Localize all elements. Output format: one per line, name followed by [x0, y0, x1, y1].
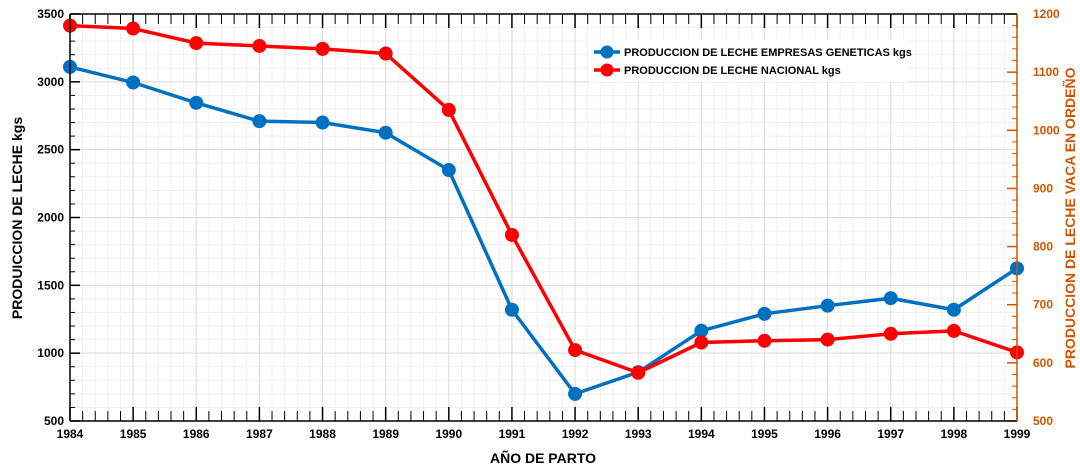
- data-point: [631, 365, 646, 380]
- left-y-axis-title: PRODUICCION DE LECHE kgs: [9, 117, 25, 319]
- data-point: [883, 326, 898, 341]
- x-tick-label: 1985: [120, 427, 147, 441]
- data-point: [568, 343, 583, 358]
- data-point: [189, 95, 204, 110]
- y-tick-label: 2500: [37, 143, 64, 157]
- legend-label: PRODUCCION DE LECHE EMPRESAS GENETICAS k…: [624, 47, 912, 59]
- data-point: [189, 36, 204, 51]
- series-2: [63, 18, 1024, 380]
- legend-marker: [600, 63, 614, 77]
- x-tick-label: 1994: [688, 427, 715, 441]
- y-right-tick-label: 600: [1033, 356, 1053, 370]
- y-tick-label: 1000: [37, 346, 64, 360]
- y-tick-label: 1500: [37, 278, 64, 292]
- right-y-axis-title: PRODUCCION DE LECHE VACA EN ORDEÑO: [1061, 67, 1078, 368]
- data-point: [946, 302, 961, 317]
- y-tick-label: 3500: [37, 7, 64, 21]
- y-right-tick-label: 1000: [1033, 123, 1060, 137]
- legend-marker: [600, 45, 614, 59]
- x-tick-label: 1996: [814, 427, 841, 441]
- data-point: [378, 125, 393, 140]
- x-tick-label: 1990: [435, 427, 462, 441]
- data-point: [315, 41, 330, 56]
- minor-ticks: [70, 14, 1017, 421]
- x-tick-label: 1986: [183, 427, 210, 441]
- data-point: [378, 46, 393, 61]
- x-tick-label: 1997: [877, 427, 904, 441]
- y-tick-label: 3000: [37, 75, 64, 89]
- legend: PRODUCCION DE LECHE EMPRESAS GENETICAS k…: [588, 40, 912, 82]
- x-tick-label: 1995: [751, 427, 778, 441]
- x-tick-label: 1998: [941, 427, 968, 441]
- data-point: [126, 75, 141, 90]
- data-point: [820, 298, 835, 313]
- y-right-tick-label: 800: [1033, 240, 1053, 254]
- data-point: [694, 335, 709, 350]
- data-point: [757, 306, 772, 321]
- data-point: [504, 302, 519, 317]
- data-point: [820, 332, 835, 347]
- x-tick-label: 1984: [57, 427, 84, 441]
- data-point: [315, 115, 330, 130]
- data-point: [568, 386, 583, 401]
- series-1: [63, 59, 1024, 401]
- legend-label: PRODUCCION DE LECHE NACIONAL kgs: [624, 65, 841, 77]
- data-point: [504, 227, 519, 242]
- x-axis-title: AÑO DE PARTO: [490, 449, 596, 465]
- data-point: [252, 114, 267, 129]
- x-axis-ticks: 1984 1985 1986 1987 1988 1989 1990 1991 1992 1993…: [57, 14, 1031, 441]
- data-point: [946, 323, 961, 338]
- legend-box: [588, 40, 908, 82]
- x-tick-label: 1992: [562, 427, 589, 441]
- y-right-tick-label: 1200: [1033, 7, 1060, 21]
- x-tick-label: 1993: [625, 427, 652, 441]
- series-line: [69, 65, 1018, 396]
- data-point: [757, 333, 772, 348]
- y-right-tick-label: 900: [1033, 181, 1053, 195]
- x-tick-label: 1991: [499, 427, 526, 441]
- legend-item: PRODUCCION DE LECHE NACIONAL kgs: [594, 63, 841, 77]
- data-point: [126, 21, 141, 36]
- y-right-tick-label: 500: [1033, 414, 1053, 428]
- x-tick-label: 1987: [246, 427, 273, 441]
- right-y-axis-ticks: 500 600 700 800 900 1000 1100 1200: [1007, 7, 1060, 428]
- legend-item: PRODUCCION DE LECHE EMPRESAS GENETICAS k…: [594, 45, 912, 59]
- x-tick-label: 1999: [1004, 427, 1031, 441]
- plot-frame: [69, 13, 1018, 422]
- x-tick-label: 1989: [372, 427, 399, 441]
- y-tick-label: 500: [44, 414, 64, 428]
- y-right-tick-label: 700: [1033, 298, 1053, 312]
- series-line: [69, 23, 1018, 375]
- data-point: [441, 163, 456, 178]
- x-tick-label: 1988: [309, 427, 336, 441]
- data-point: [694, 323, 709, 338]
- data-point: [883, 291, 898, 306]
- series-layer: [63, 18, 1024, 401]
- y-right-tick-label: 1100: [1033, 65, 1059, 79]
- y-tick-label: 2000: [37, 211, 64, 225]
- data-point: [252, 38, 267, 53]
- data-point: [441, 102, 456, 117]
